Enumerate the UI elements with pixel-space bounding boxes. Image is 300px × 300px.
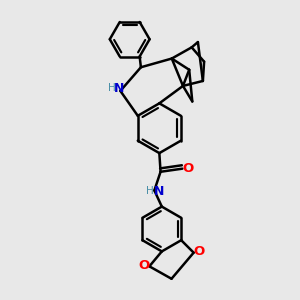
- Text: N: N: [114, 82, 124, 95]
- Text: H: H: [146, 186, 154, 196]
- Text: N: N: [154, 184, 164, 198]
- Text: O: O: [193, 245, 204, 258]
- Text: H: H: [108, 83, 116, 93]
- Text: O: O: [139, 259, 150, 272]
- Text: O: O: [182, 161, 194, 175]
